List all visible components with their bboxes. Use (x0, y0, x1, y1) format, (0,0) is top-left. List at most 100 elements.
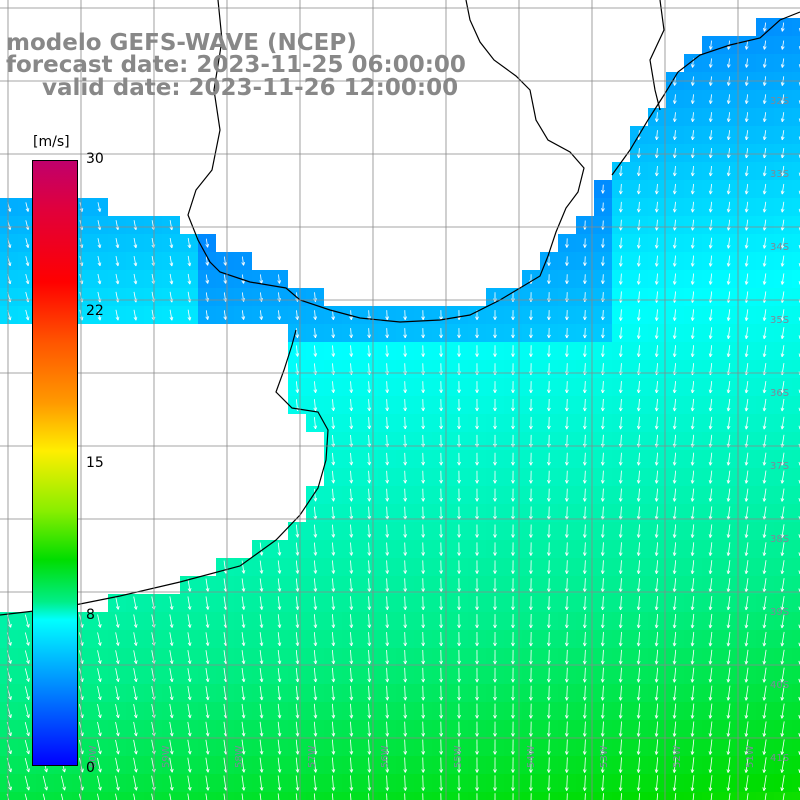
wind-arrow (708, 309, 713, 321)
wind-cell (792, 702, 800, 720)
wind-arrow (654, 183, 659, 195)
wind-arrow (672, 112, 677, 122)
wind-arrow (726, 721, 731, 737)
wind-arrow (385, 560, 390, 574)
wind-arrow (205, 685, 210, 701)
longitude-label: 51W (745, 745, 756, 768)
wind-arrow (582, 631, 587, 647)
wind-arrow (385, 417, 390, 430)
wind-arrow (24, 757, 30, 773)
wind-cell (792, 108, 800, 126)
wind-arrow (493, 596, 497, 611)
wind-arrow (259, 560, 264, 574)
wind-arrow (762, 309, 767, 321)
wind-arrow (726, 345, 731, 358)
wind-arrow (744, 94, 749, 104)
wind-arrow (295, 596, 300, 610)
wind-arrow (744, 201, 749, 213)
wind-arrow (547, 452, 551, 466)
wind-cell (792, 414, 800, 432)
wind-arrow (744, 560, 749, 575)
wind-arrow (564, 416, 569, 430)
wind-cell (630, 792, 648, 800)
wind-cell (162, 792, 180, 800)
wind-arrow (672, 237, 677, 249)
wind-arrow (223, 310, 228, 320)
latitude-label: 38S (770, 534, 789, 545)
wind-arrow (744, 775, 749, 791)
wind-arrow (654, 542, 659, 556)
wind-arrow (780, 273, 785, 285)
wind-arrow (547, 398, 551, 412)
wind-arrow (654, 201, 659, 213)
wind-arrow (744, 524, 749, 538)
wind-arrow (618, 631, 623, 647)
wind-arrow (654, 596, 659, 611)
wind-arrow (780, 578, 785, 593)
wind-arrow (25, 309, 30, 321)
wind-arrow (133, 686, 138, 701)
wind-arrow (259, 793, 262, 800)
wind-arrow (654, 613, 659, 629)
wind-arrow (780, 165, 785, 177)
wind-arrow (565, 310, 569, 321)
wind-arrow (582, 488, 587, 502)
wind-arrow (331, 345, 336, 357)
wind-arrow (672, 148, 677, 159)
wind-arrow (762, 667, 767, 683)
wind-arrow (403, 542, 408, 556)
wind-arrow (762, 775, 767, 791)
wind-arrow (690, 596, 695, 611)
wind-arrow (349, 721, 354, 737)
wind-arrow (421, 739, 426, 755)
wind-arrow (313, 417, 318, 430)
wind-arrow (672, 398, 677, 412)
wind-arrow (331, 650, 336, 665)
wind-arrow (422, 793, 424, 800)
wind-arrow (582, 685, 587, 701)
wind-arrow (672, 345, 677, 358)
wind-arrow (690, 685, 695, 701)
wind-arrow (547, 488, 551, 502)
wind-arrow (672, 631, 677, 647)
wind-arrow (475, 578, 479, 592)
wind-arrow (241, 596, 246, 610)
wind-arrow (726, 685, 731, 701)
wind-arrow (205, 721, 210, 737)
wind-arrow (564, 488, 569, 502)
wind-arrow (708, 94, 713, 104)
wind-arrow (277, 650, 282, 665)
wind-arrow (475, 596, 479, 611)
wind-arrow (618, 165, 623, 177)
wind-arrow (672, 685, 677, 701)
wind-arrow (493, 399, 497, 412)
wind-arrow (457, 345, 461, 357)
wind-arrow (367, 721, 372, 737)
wind-arrow (672, 596, 677, 611)
wind-arrow (241, 721, 246, 737)
wind-arrow (654, 398, 659, 412)
wind-arrow (187, 793, 190, 800)
wind-arrow (187, 273, 192, 285)
wind-arrow (780, 398, 785, 412)
wind-arrow (421, 345, 425, 357)
wind-arrow (708, 488, 713, 502)
wind-arrow (708, 452, 713, 466)
wind-arrow (295, 328, 300, 339)
wind-arrow (349, 452, 354, 466)
wind-arrow (600, 578, 605, 593)
wind-arrow (421, 578, 426, 592)
wind-arrow (546, 775, 551, 791)
wind-arrow (259, 650, 264, 665)
wind-arrow (475, 328, 479, 339)
wind-arrow (493, 775, 497, 791)
wind-arrow (259, 310, 264, 320)
wind-arrow (277, 739, 282, 755)
wind-arrow (564, 398, 569, 412)
wind-arrow (367, 328, 372, 339)
wind-arrow (151, 793, 154, 800)
wind-arrow (583, 238, 587, 248)
wind-arrow (241, 703, 246, 719)
wind-arrow (331, 488, 336, 502)
wind-cell (792, 126, 800, 144)
